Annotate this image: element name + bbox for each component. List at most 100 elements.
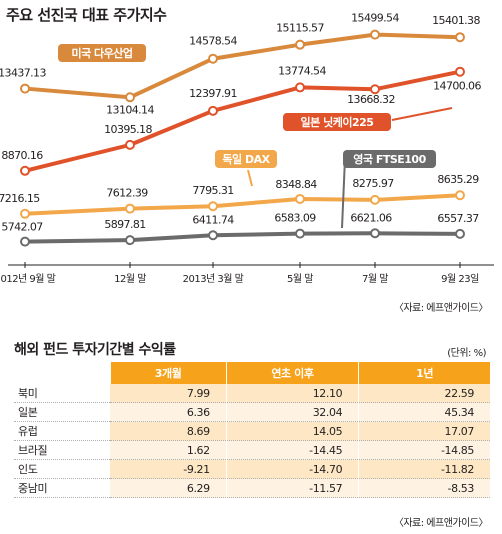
row-name: 중남미 [14, 478, 110, 498]
legend-badge [58, 44, 146, 62]
x-tick-label: 2012년 9월 말 [0, 273, 56, 285]
x-tick-label: 5월 말 [287, 273, 313, 285]
x-tick-label: 7월 말 [362, 273, 388, 285]
data-label: 13774.54 [278, 64, 326, 77]
cell-value: 1.62 [110, 440, 227, 460]
x-tick-label: 2013년 3월 말 [183, 273, 244, 285]
data-label: 14700.06 [433, 80, 481, 93]
row-name: 브라질 [14, 440, 110, 460]
cell-value: -14.45 [226, 440, 360, 460]
data-label: 8348.84 [275, 178, 317, 191]
data-point [455, 190, 465, 201]
series-line [23, 231, 462, 244]
data-label: 8635.29 [437, 173, 479, 186]
data-point [295, 39, 305, 50]
legend-callout [341, 157, 346, 229]
series-line [23, 32, 462, 100]
table-source: 〈자료: 에프앤가이드〉 [393, 518, 489, 529]
legend-badge [215, 150, 277, 168]
legend-callout [391, 107, 453, 121]
row-name: 유럽 [14, 421, 110, 441]
data-point [455, 32, 465, 43]
header-1y: 1년 [358, 362, 490, 384]
data-label: 13668.32 [347, 93, 395, 106]
data-label: 10395.18 [104, 123, 152, 136]
data-point [20, 208, 30, 219]
series-line [23, 193, 462, 216]
data-point [208, 105, 218, 116]
data-point [455, 66, 465, 77]
cell-value: -8.53 [358, 478, 490, 498]
data-label: 8275.97 [352, 177, 394, 190]
cell-value: -14.85 [358, 440, 490, 460]
data-label: 6583.09 [274, 212, 316, 225]
legend-badge [343, 150, 436, 168]
table-header-row: 3개월 연초 이후 1년 [14, 362, 490, 384]
cell-value: 17.07 [358, 421, 490, 441]
chart-source: 〈자료: 에프앤가이드〉 [393, 303, 489, 314]
data-point [370, 29, 380, 40]
data-label: 7612.39 [106, 187, 148, 200]
table-row: 북미 7.99 12.10 22.59 [14, 384, 490, 403]
header-blank [14, 362, 111, 384]
row-name: 북미 [14, 384, 110, 403]
data-point [20, 236, 30, 247]
data-label: 12397.91 [189, 87, 237, 100]
data-point [208, 53, 218, 64]
cell-value: -11.57 [226, 478, 360, 498]
data-label: 5742.07 [1, 221, 43, 234]
legend-callout [247, 169, 253, 187]
table-row: 일본 6.36 32.04 45.34 [14, 402, 490, 422]
legend-label: 독일 DAX [222, 152, 270, 166]
data-label: 14578.54 [189, 35, 237, 48]
data-point [20, 165, 30, 176]
cell-value: 32.04 [226, 402, 360, 422]
data-point [20, 83, 30, 94]
chart-title: 주요 선진국 대표 주가지수 [6, 6, 167, 24]
cell-value: 6.29 [110, 478, 227, 498]
data-label: 7216.15 [0, 192, 40, 205]
stock-index-chart: 2012년 9월 말 12월 말 2013년 3월 말 5월 말 7월 말 9월 23일 5… [0, 12, 494, 285]
table-row: 인도 -9.21 -14.70 -11.82 [14, 459, 490, 479]
x-tick-label: 12월 말 [114, 273, 146, 285]
cell-value: 45.34 [358, 402, 490, 422]
header-ytd: 연초 이후 [226, 362, 360, 384]
table-row: 브라질 1.62 -14.45 -14.85 [14, 440, 490, 460]
data-label: 6557.37 [437, 212, 479, 225]
data-point [295, 82, 305, 93]
data-label: 5897.81 [104, 218, 145, 231]
header-3m: 3개월 [110, 362, 227, 384]
table-unit: (단위: %) [447, 348, 486, 359]
data-label: 15499.54 [351, 12, 399, 25]
cell-value: -9.21 [110, 459, 227, 479]
cell-value: 6.36 [110, 402, 227, 422]
data-point [295, 193, 305, 204]
x-tick-label: 9월 23일 [441, 273, 479, 285]
data-label: 7795.31 [192, 184, 233, 197]
legend-badge [283, 113, 391, 131]
cell-value: 8.69 [110, 421, 227, 441]
data-point [125, 139, 135, 150]
legend-label: 일본 닛케이225 [301, 115, 374, 129]
data-label: 13437.13 [0, 67, 46, 80]
row-name: 인도 [14, 459, 110, 479]
table-row: 유럽 8.69 14.05 17.07 [14, 421, 490, 441]
data-point [125, 92, 135, 103]
cell-value: -11.82 [358, 459, 490, 479]
cell-value: 14.05 [226, 421, 360, 441]
data-point [370, 84, 380, 95]
data-point [208, 201, 218, 212]
cell-value: -14.70 [226, 459, 360, 479]
cell-value: 7.99 [110, 384, 227, 403]
legend-label: 미국 다우산업 [71, 46, 132, 60]
table-title: 해외 펀드 투자기간별 수익률 [14, 342, 176, 358]
table-row: 중남미 6.29 -11.57 -8.53 [14, 478, 490, 498]
data-point [455, 228, 465, 239]
data-label: 8870.16 [1, 149, 43, 162]
data-label: 6411.74 [192, 213, 234, 226]
data-point [208, 230, 218, 241]
data-label: 15115.57 [276, 22, 324, 35]
data-point [125, 235, 135, 246]
returns-table: 3개월 연초 이후 1년 북미 7.99 12.10 22.59 일본 6.36… [14, 362, 490, 498]
data-label: 6621.06 [350, 211, 392, 224]
